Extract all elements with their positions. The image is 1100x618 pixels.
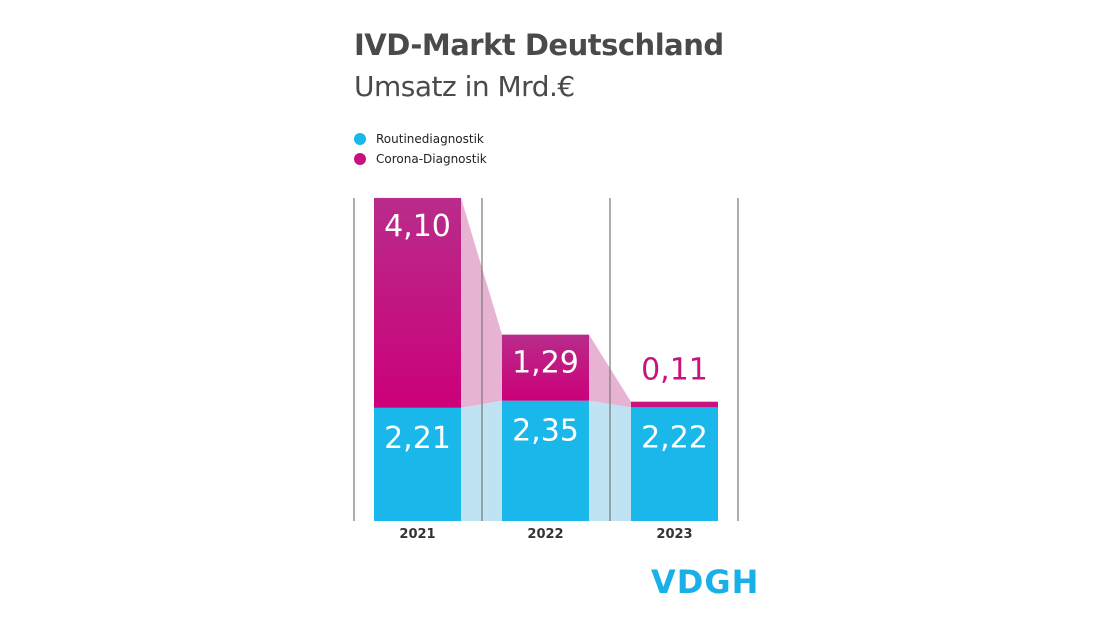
data-label-routine: 2,22 <box>641 420 708 455</box>
bar-routine-2022 <box>502 400 589 521</box>
vdgh-logo: VDGH <box>651 563 760 601</box>
legend-dot-routine <box>354 133 366 145</box>
data-label-corona: 1,29 <box>512 346 579 381</box>
legend-label: Corona-Diagnostik <box>376 152 487 166</box>
chart-title: IVD-Markt Deutschland <box>354 28 724 62</box>
bar-corona-2023 <box>631 401 718 408</box>
data-label-routine: 2,21 <box>384 421 451 456</box>
data-label-corona: 0,11 <box>641 353 708 388</box>
legend-item-routine: Routinediagnostik <box>354 129 487 149</box>
legend: Routinediagnostik Corona-Diagnostik <box>354 129 487 169</box>
x-tick-label: 2022 <box>527 527 563 542</box>
legend-label: Routinediagnostik <box>376 132 484 146</box>
x-tick-label: 2021 <box>399 527 435 542</box>
legend-dot-corona <box>354 153 366 165</box>
x-tick-label: 2023 <box>656 527 692 542</box>
bar-routine-2023 <box>631 407 718 521</box>
bar-corona-2022 <box>502 334 589 401</box>
legend-item-corona: Corona-Diagnostik <box>354 149 487 169</box>
bar-corona-2021 <box>374 197 461 408</box>
data-label-corona: 4,10 <box>384 209 451 244</box>
data-label-routine: 2,35 <box>512 414 579 449</box>
chart-subtitle: Umsatz in Mrd.€ <box>354 70 575 103</box>
bar-routine-2021 <box>374 407 461 521</box>
